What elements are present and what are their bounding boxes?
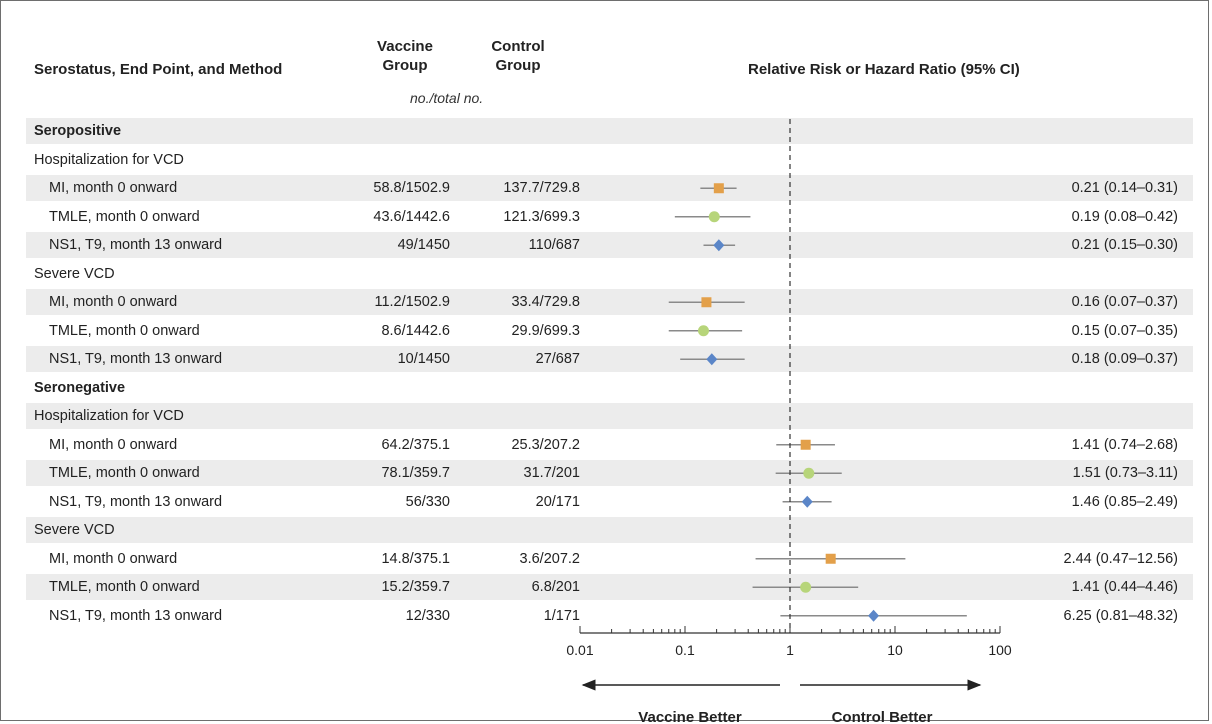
vaccine-value: 49/1450 xyxy=(397,237,450,253)
control-value: 20/171 xyxy=(535,493,580,510)
x-tick-label: 0.01 xyxy=(566,642,593,658)
header-control-line1: Control xyxy=(491,38,545,55)
vaccine-value: 43.6/1442.6 xyxy=(373,208,450,225)
method-label: MI, month 0 onward xyxy=(49,436,178,453)
method-label: MI, month 0 onward xyxy=(49,550,178,567)
x-tick-label: 1 xyxy=(786,642,794,658)
method-label: TMLE, month 0 onward xyxy=(49,322,200,339)
header-column-vaccine: Vaccine Group xyxy=(355,37,455,75)
ci-text: 0.21 (0.15–0.30) xyxy=(1071,237,1178,253)
vaccine-value: 78.1/359.7 xyxy=(381,465,450,481)
subgroup-label: Severe VCD xyxy=(34,522,115,538)
vaccine-value: 58.8/1502.9 xyxy=(373,180,450,196)
vaccine-value: 11.2/1502.9 xyxy=(374,294,450,310)
x-tick-label: 0.1 xyxy=(675,642,695,658)
method-label: NS1, T9, month 13 onward xyxy=(49,607,223,624)
group-label: Seronegative xyxy=(34,379,126,396)
control-value: 1/171 xyxy=(543,607,580,624)
row-stripe xyxy=(26,517,1193,543)
vaccine-value: 64.2/375.1 xyxy=(381,436,450,453)
row-stripe xyxy=(26,175,1193,201)
estimate-square-marker xyxy=(800,439,811,450)
estimate-circle-marker xyxy=(697,325,709,337)
row-stripe xyxy=(26,460,1193,486)
estimate-square-marker xyxy=(825,553,836,564)
ci-text: 0.21 (0.14–0.31) xyxy=(1071,180,1178,196)
estimate-diamond-marker xyxy=(706,353,718,366)
method-label: MI, month 0 onward xyxy=(49,180,178,196)
ci-text: 1.46 (0.85–2.49) xyxy=(1071,493,1178,510)
method-label: TMLE, month 0 onward xyxy=(49,465,200,481)
row-stripe xyxy=(26,574,1193,600)
units-note: no./total no. xyxy=(410,90,484,106)
control-value: 31.7/201 xyxy=(523,465,580,481)
vaccine-value: 8.6/1442.6 xyxy=(381,322,450,339)
vaccine-better-label: Vaccine Better xyxy=(638,709,742,724)
estimate-circle-marker xyxy=(803,467,815,479)
estimate-circle-marker xyxy=(708,211,720,223)
x-tick-label: 10 xyxy=(887,642,903,658)
ci-text: 2.44 (0.47–12.56) xyxy=(1063,550,1178,567)
header-column-ratio: Relative Risk or Hazard Ratio (95% CI) xyxy=(748,61,1020,78)
header-column-endpoint: Serostatus, End Point, and Method xyxy=(34,61,283,78)
method-label: TMLE, month 0 onward xyxy=(49,579,200,595)
vaccine-value: 10/1450 xyxy=(397,351,450,367)
estimate-diamond-marker xyxy=(713,239,725,252)
estimate-circle-marker xyxy=(800,581,812,593)
group-label: Seropositive xyxy=(34,123,122,139)
vaccine-value: 12/330 xyxy=(405,607,450,624)
vaccine-value: 56/330 xyxy=(405,493,450,510)
control-value: 33.4/729.8 xyxy=(511,294,580,310)
ci-text: 0.15 (0.07–0.35) xyxy=(1071,322,1178,339)
subgroup-label: Hospitalization for VCD xyxy=(34,408,184,424)
header-column-control: Control Group xyxy=(468,37,568,75)
method-label: MI, month 0 onward xyxy=(49,294,178,310)
subgroup-label: Hospitalization for VCD xyxy=(34,151,184,168)
control-value: 3.6/207.2 xyxy=(519,550,580,567)
control-value: 25.3/207.2 xyxy=(511,436,580,453)
estimate-square-marker xyxy=(713,183,724,194)
control-value: 121.3/699.3 xyxy=(503,208,580,225)
method-label: NS1, T9, month 13 onward xyxy=(49,493,223,510)
control-value: 6.8/201 xyxy=(531,579,580,595)
row-stripe xyxy=(26,403,1193,429)
ci-text: 1.41 (0.44–4.46) xyxy=(1071,579,1178,595)
estimate-square-marker xyxy=(701,297,712,308)
ci-text: 6.25 (0.81–48.32) xyxy=(1063,607,1178,624)
x-tick-label: 100 xyxy=(988,642,1012,658)
ci-text: 1.51 (0.73–3.11) xyxy=(1072,465,1178,481)
row-stripe xyxy=(26,346,1193,372)
row-stripe xyxy=(26,118,1193,144)
control-value: 137.7/729.8 xyxy=(503,180,580,196)
control-value: 110/687 xyxy=(528,237,580,253)
method-label: NS1, T9, month 13 onward xyxy=(49,237,223,253)
header-vaccine-line2: Group xyxy=(382,57,428,74)
subgroup-label: Severe VCD xyxy=(34,265,115,282)
method-label: NS1, T9, month 13 onward xyxy=(49,351,223,367)
header-vaccine-line1: Vaccine xyxy=(377,38,433,55)
vaccine-value: 15.2/359.7 xyxy=(381,579,450,595)
ci-text: 0.19 (0.08–0.42) xyxy=(1071,208,1178,225)
ci-text: 0.16 (0.07–0.37) xyxy=(1071,294,1178,310)
header-control-line2: Group xyxy=(495,57,541,74)
control-value: 27/687 xyxy=(535,351,580,367)
method-label: TMLE, month 0 onward xyxy=(49,208,200,225)
estimate-diamond-marker xyxy=(801,495,813,508)
ci-text: 1.41 (0.74–2.68) xyxy=(1071,436,1178,453)
control-better-label: Control Better xyxy=(832,709,933,724)
row-stripe xyxy=(26,289,1193,315)
estimate-diamond-marker xyxy=(868,609,880,622)
ci-text: 0.18 (0.09–0.37) xyxy=(1071,351,1178,367)
row-stripe xyxy=(26,232,1193,258)
control-value: 29.9/699.3 xyxy=(511,322,580,339)
vaccine-value: 14.8/375.1 xyxy=(381,550,450,567)
